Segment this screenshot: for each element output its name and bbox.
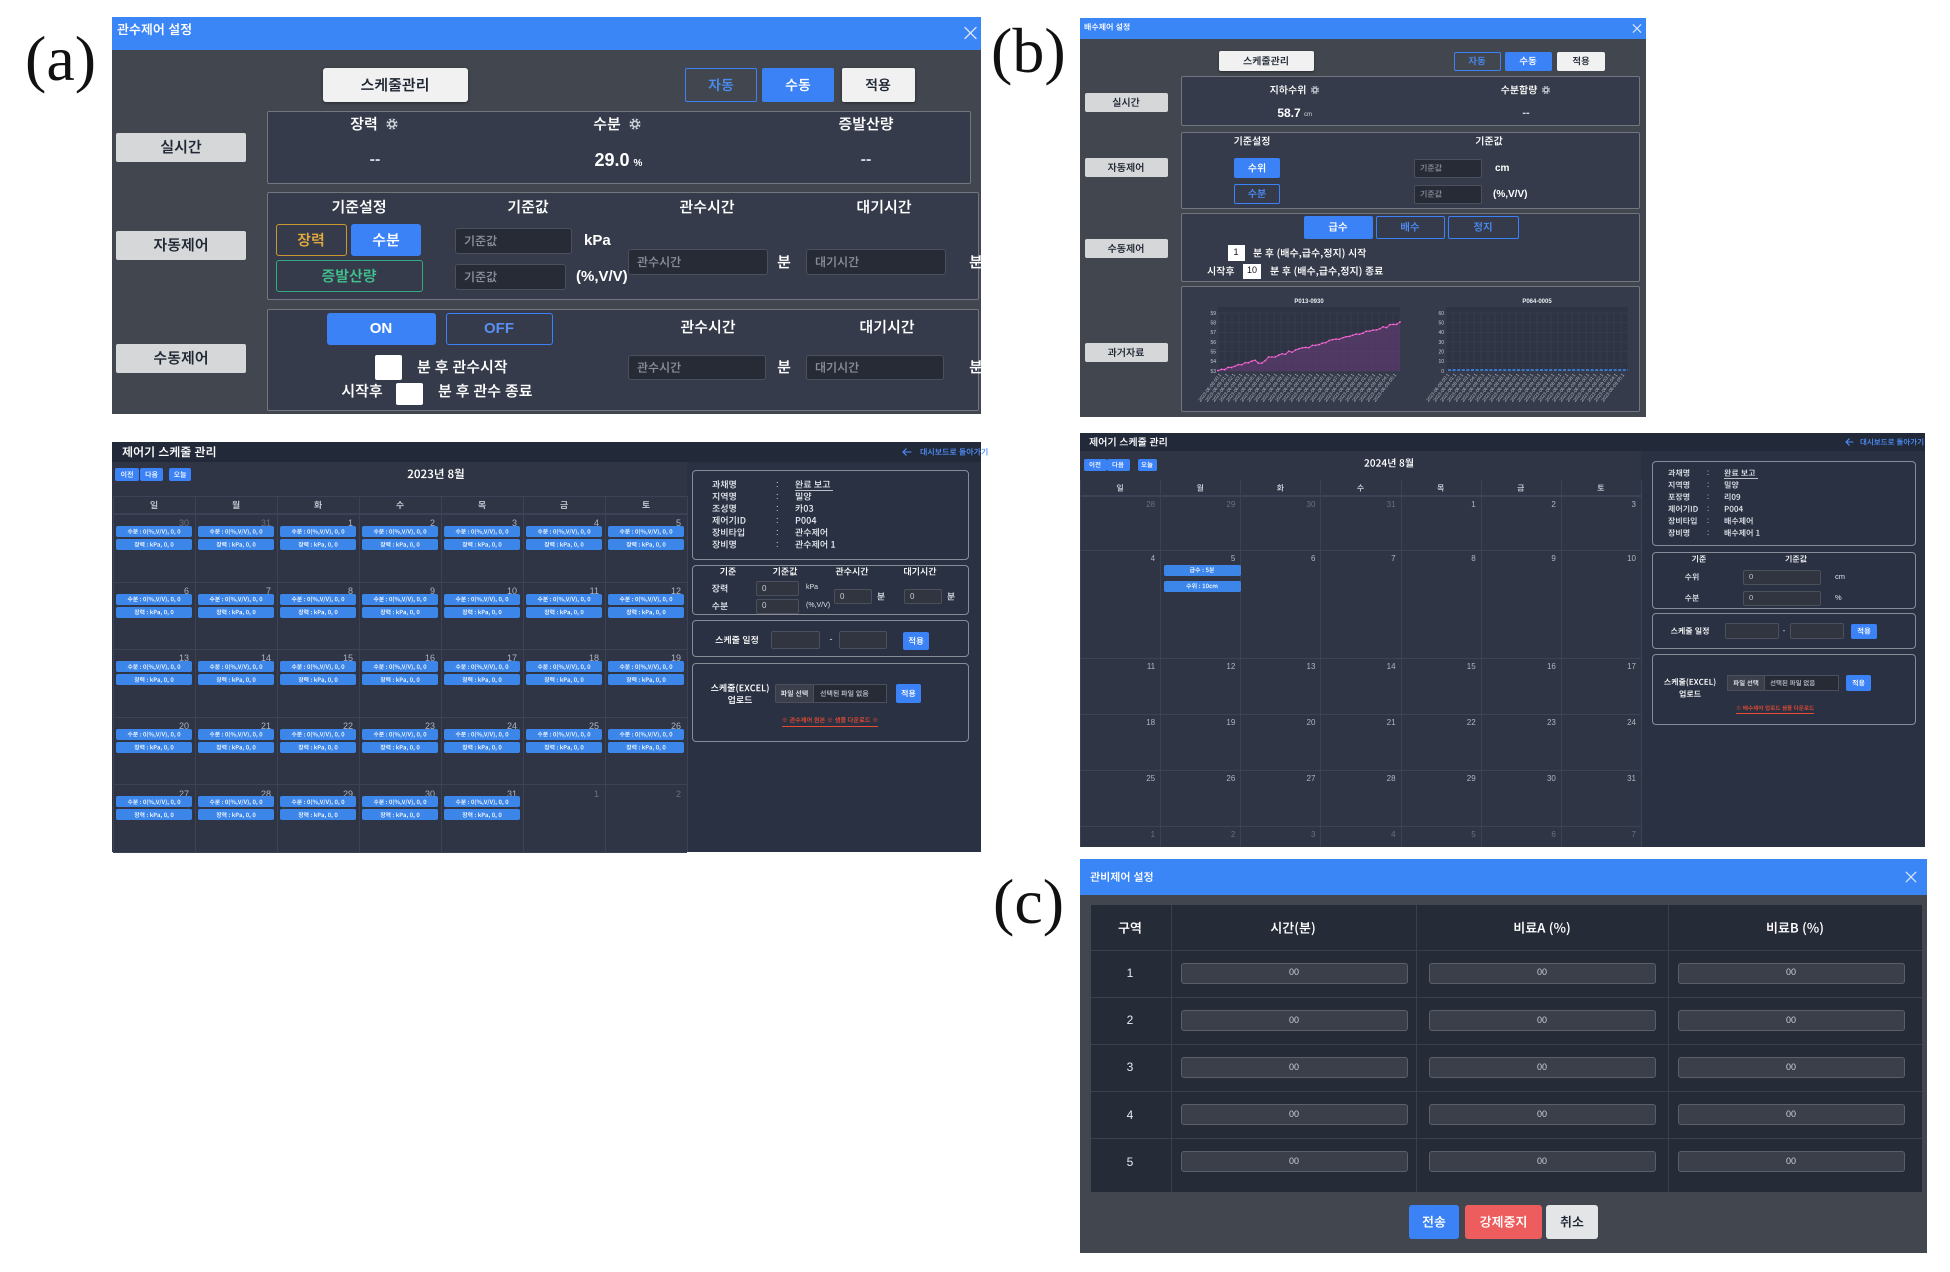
svg-text:54: 54 bbox=[1210, 359, 1216, 365]
svg-text:56: 56 bbox=[1210, 340, 1216, 346]
svg-text:59: 59 bbox=[1210, 311, 1216, 317]
svg-text:P013-0930: P013-0930 bbox=[1294, 299, 1324, 305]
svg-text:50: 50 bbox=[1438, 321, 1444, 327]
svg-text:55: 55 bbox=[1210, 350, 1216, 356]
svg-text:10: 10 bbox=[1438, 359, 1444, 365]
svg-text:20: 20 bbox=[1438, 350, 1444, 356]
svg-text:40: 40 bbox=[1438, 330, 1444, 336]
svg-text:30: 30 bbox=[1438, 340, 1444, 346]
svg-text:60: 60 bbox=[1438, 311, 1444, 317]
svg-text:57: 57 bbox=[1210, 330, 1216, 336]
svg-text:P064-0005: P064-0005 bbox=[1522, 299, 1552, 305]
svg-text:53: 53 bbox=[1210, 369, 1216, 375]
svg-text:0: 0 bbox=[1441, 369, 1444, 375]
svg-text:58: 58 bbox=[1210, 321, 1216, 327]
